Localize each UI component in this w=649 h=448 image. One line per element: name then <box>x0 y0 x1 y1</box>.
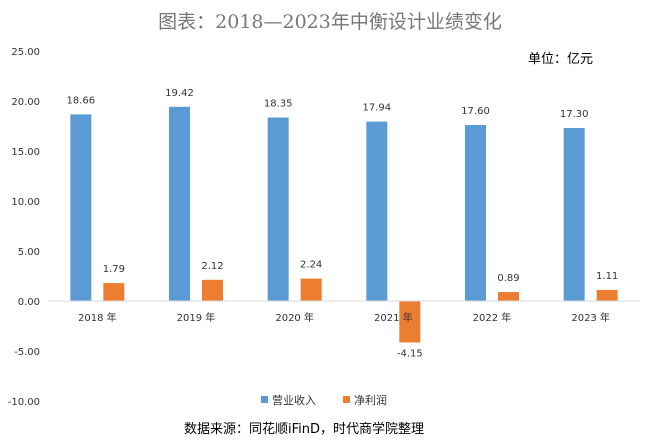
net-profit-data-label: 0.89 <box>497 273 519 284</box>
revenue-bar <box>366 121 388 301</box>
x-tick-label: 2022 年 <box>473 311 512 324</box>
y-tick-label: 25.00 <box>11 47 40 58</box>
legend-label: 净利润 <box>354 393 387 407</box>
chart-title: 图表：2018—2023年中衡设计业绩变化 <box>158 11 502 33</box>
revenue-data-label: 17.94 <box>363 103 392 114</box>
x-tick-label: 2020 年 <box>275 311 314 324</box>
y-axis: -10.00 -5.00 0.00 5.00 10.00 15.00 20.00 25.00 <box>8 47 40 408</box>
y-tick-label: 15.00 <box>11 147 40 158</box>
source-note: 数据来源：同花顺iFinD，时代商学院整理 <box>184 421 424 437</box>
revenue-data-label: 18.66 <box>67 95 96 106</box>
net-profit-data-label: 1.11 <box>596 271 618 282</box>
legend: 营业收入 净利润 <box>261 393 387 407</box>
net-profit-data-label: 2.12 <box>201 261 223 272</box>
revenue-data-label: 17.30 <box>560 109 589 120</box>
legend-swatch <box>343 396 350 403</box>
revenue-data-label: 18.35 <box>264 99 293 110</box>
x-axis: 2018 年 2019 年 2020 年 2021 年 2022 年 2023 年 <box>78 311 610 324</box>
y-tick-label: -10.00 <box>8 397 40 408</box>
revenue-bar <box>169 106 190 301</box>
y-tick-label: 0.00 <box>18 297 40 308</box>
y-tick-label: 10.00 <box>11 197 40 208</box>
net-profit-bar <box>202 279 223 301</box>
x-tick-label: 2018 年 <box>78 311 117 324</box>
revenue-bar <box>563 128 585 301</box>
y-tick-label: 20.00 <box>11 97 40 108</box>
net-profit-data-label: -4.15 <box>397 349 423 360</box>
net-profit-bar <box>300 278 322 301</box>
x-tick-label: 2019 年 <box>177 311 216 324</box>
net-profit-data-label: 2.24 <box>300 260 322 271</box>
net-profit-data-label: 1.79 <box>103 264 125 275</box>
revenue-bar <box>267 117 289 301</box>
unit-label: 单位：亿元 <box>528 52 593 67</box>
x-tick-label: 2021 年 <box>374 311 413 324</box>
net-profit-bar <box>596 289 618 301</box>
legend-label: 营业收入 <box>272 393 316 407</box>
revenue-bar <box>465 125 486 301</box>
revenue-bar <box>70 114 92 302</box>
net-profit-bar <box>498 292 519 301</box>
plot-area: 18.66 1.79 19.42 2.12 18.35 2.24 17.94 -4.15 17.… <box>67 88 619 360</box>
y-tick-label: 5.00 <box>18 247 40 258</box>
revenue-data-label: 19.42 <box>165 88 194 99</box>
net-profit-bar <box>103 283 125 301</box>
legend-swatch <box>261 396 268 403</box>
net-profit-bar <box>399 301 421 343</box>
x-tick-label: 2023 年 <box>571 311 610 324</box>
y-tick-label: -5.00 <box>14 347 40 358</box>
revenue-data-label: 17.60 <box>461 106 490 117</box>
